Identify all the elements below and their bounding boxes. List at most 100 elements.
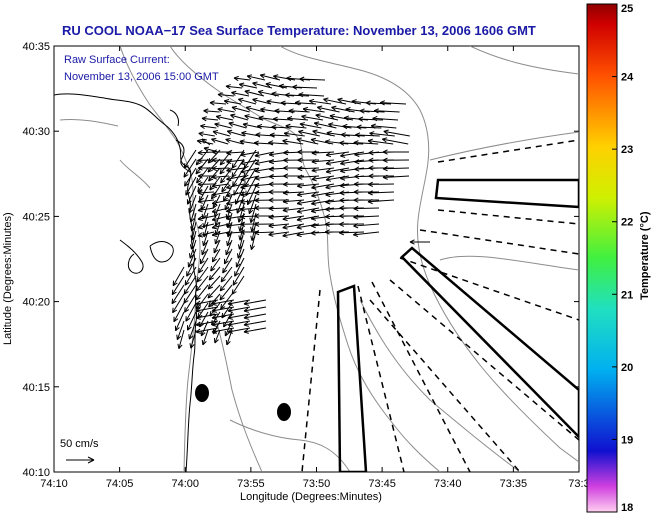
current-vector <box>225 84 243 90</box>
current-vector <box>198 257 209 274</box>
current-vector <box>196 139 214 145</box>
colorbar-gradient <box>586 3 618 513</box>
colorbar-ticks: 25 24 23 22 21 20 19 18 <box>612 3 634 514</box>
current-vector <box>184 167 197 187</box>
current-vector <box>296 191 320 198</box>
current-vector <box>325 159 350 166</box>
current-vector <box>207 158 221 173</box>
current-vector <box>225 137 244 145</box>
track-line-5 <box>389 279 579 441</box>
current-vector <box>283 165 305 171</box>
mooring-marker-2 <box>277 403 291 421</box>
current-vector <box>339 140 364 146</box>
mooring-marker-1 <box>195 384 209 402</box>
current-vector <box>315 113 339 121</box>
current-vector <box>189 329 197 349</box>
current-vector <box>195 320 219 327</box>
current-vector <box>211 313 235 320</box>
current-vector <box>309 98 332 105</box>
current-vector <box>329 113 354 121</box>
current-vector <box>339 213 365 219</box>
current-vector <box>223 248 233 265</box>
current-vector <box>223 185 233 202</box>
current-vector <box>365 100 392 106</box>
current-vector <box>221 176 233 193</box>
current-vector <box>311 199 335 206</box>
current-vector <box>226 175 245 182</box>
current-vector <box>243 306 267 313</box>
current-vector <box>259 73 281 81</box>
current-vector <box>195 306 219 313</box>
chart-title: RU COOL NOAA−17 Sea Surface Temperature:… <box>62 23 536 38</box>
current-vector <box>353 197 380 203</box>
current-vector <box>217 92 235 98</box>
current-vector <box>186 311 197 331</box>
current-vector <box>171 284 185 305</box>
current-vector <box>172 266 185 287</box>
current-vector <box>226 212 233 229</box>
current-vector <box>188 194 197 214</box>
current-vector <box>340 151 365 158</box>
current-vector <box>367 138 394 145</box>
current-vector <box>284 92 310 98</box>
bathymetry-contour-ridge <box>439 255 579 271</box>
current-vector <box>238 82 258 89</box>
current-vector <box>195 299 219 306</box>
current-vector <box>268 140 289 146</box>
current-vector <box>292 84 318 90</box>
current-vector <box>245 176 257 197</box>
current-vector <box>230 113 249 121</box>
current-vector <box>382 157 410 163</box>
current-vector <box>211 306 235 313</box>
bathymetry-contour-deep <box>279 46 579 463</box>
current-vector <box>184 293 197 313</box>
current-vector <box>297 174 320 180</box>
current-vector <box>232 266 245 286</box>
current-vector <box>200 194 209 211</box>
current-vector <box>209 176 221 191</box>
current-vector <box>244 114 264 121</box>
bathymetry-contour-trough <box>359 299 521 472</box>
current-vector <box>212 157 230 163</box>
bathymetry-contour-mid <box>169 46 441 472</box>
y-tick-label: 40:30 <box>22 126 50 138</box>
y-tick-label: 40:10 <box>22 467 50 479</box>
current-vector <box>282 190 305 196</box>
current-vector <box>296 199 320 206</box>
current-vector <box>325 167 350 174</box>
current-vector <box>338 230 365 236</box>
surface-current-vectors <box>171 73 430 350</box>
current-vector <box>236 194 245 214</box>
current-vector <box>217 107 235 113</box>
current-vector <box>268 231 290 237</box>
coastline-raritan <box>149 241 174 263</box>
current-vector <box>196 266 209 283</box>
x-tick-label: 73:35 <box>500 478 528 490</box>
current-vector <box>222 257 233 274</box>
colorbar: 25 24 23 22 21 20 19 18 Temperature (°C) <box>586 3 651 514</box>
current-vector <box>231 90 250 97</box>
colorbar-tick-label: 24 <box>621 72 634 84</box>
coastline-nj <box>54 93 198 472</box>
x-tick-label: 74:10 <box>40 478 68 490</box>
current-vector <box>353 223 380 229</box>
bathymetry-contour-near <box>209 299 263 472</box>
current-vector <box>195 327 219 334</box>
x-axis: 74:10 74:05 74:00 73:55 73:50 73:45 73:40 73:35… <box>40 46 590 490</box>
current-vector <box>227 299 251 306</box>
scale-label: 50 cm/s <box>60 438 99 450</box>
current-vector <box>234 185 245 205</box>
current-vector <box>207 284 221 299</box>
bathymetry-contour-outer <box>469 46 579 75</box>
x-tick-label: 73:55 <box>237 478 265 490</box>
current-vector <box>282 138 304 145</box>
current-vector <box>197 173 215 179</box>
current-vector <box>383 129 410 137</box>
current-vector <box>219 158 233 175</box>
current-vector <box>268 214 290 220</box>
current-vector <box>367 190 395 196</box>
current-vector <box>213 239 221 254</box>
current-vector <box>243 327 267 334</box>
bathymetry-contour-inlet <box>119 159 151 189</box>
current-vector <box>311 191 335 198</box>
